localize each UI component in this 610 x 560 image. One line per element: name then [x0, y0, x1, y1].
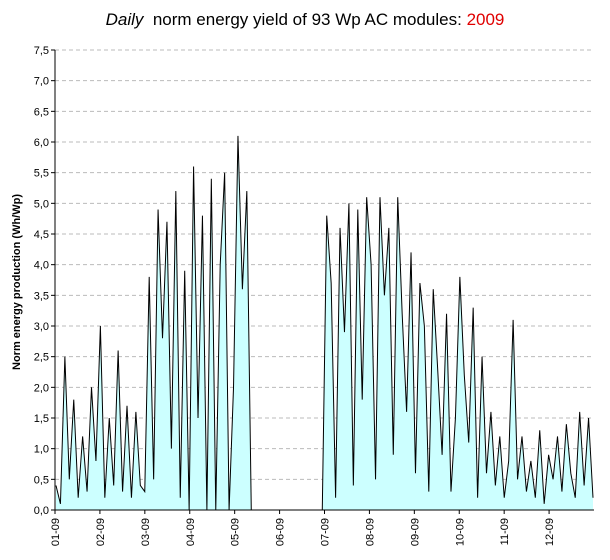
x-tick-label: 03-09	[140, 518, 152, 546]
x-tick-label: 06-09	[275, 518, 287, 546]
y-tick-label: 2,0	[34, 382, 49, 394]
x-tick-label: 09-09	[409, 518, 421, 546]
x-tick-label: 11-09	[499, 518, 511, 545]
y-tick-labels: 0,0 0,5 1,0 1,5 2,0 2,5 3,0 3,5 4,0 4,5 5,0 5,5 6,0 6…	[34, 45, 49, 517]
y-tick-label: 0,0	[34, 505, 49, 517]
y-tick-label: 7,0	[34, 76, 49, 88]
title-italic: Daily	[105, 10, 144, 29]
x-tick-label: 01-09	[50, 518, 62, 546]
y-tick-label: 1,0	[34, 444, 49, 456]
y-tick-label: 2,5	[34, 352, 49, 364]
chart-title: Daily norm energy yield of 93 Wp AC modu…	[0, 10, 610, 30]
energy-series-line	[55, 135, 594, 511]
title-year: 2009	[466, 10, 505, 29]
y-tick-label: 0,5	[34, 474, 49, 486]
x-tick-label: 10-09	[454, 518, 466, 546]
y-tick-label: 3,5	[34, 290, 49, 302]
x-tick-label: 07-09	[320, 518, 332, 546]
y-tick-label: 4,5	[34, 229, 49, 241]
y-tick-label: 1,5	[34, 413, 49, 425]
y-axis-label: Norm energy production (Wh/Wp)	[11, 194, 23, 370]
x-tick-label: 08-09	[364, 518, 376, 546]
y-tick-label: 4,0	[34, 260, 49, 272]
title-main: norm energy yield of 93 Wp AC modules:	[152, 10, 462, 29]
y-tick-label: 3,0	[34, 321, 49, 333]
y-tick-label: 5,5	[34, 168, 49, 180]
x-tick-labels: 01-09 02-09 03-09 04-09 05-09 06-09 07-09 08-09…	[50, 518, 556, 546]
x-tick-label: 12-09	[544, 518, 556, 546]
x-tick-label: 04-09	[185, 518, 197, 546]
x-tick-label: 05-09	[230, 518, 242, 546]
y-tick-label: 7,5	[34, 45, 49, 57]
energy-area-fill	[56, 135, 593, 510]
axes	[51, 49, 594, 514]
y-tick-label: 6,5	[34, 106, 49, 118]
x-tick-label: 02-09	[95, 518, 107, 546]
y-tick-label: 5,0	[34, 198, 49, 210]
y-tick-label: 6,0	[34, 137, 49, 149]
